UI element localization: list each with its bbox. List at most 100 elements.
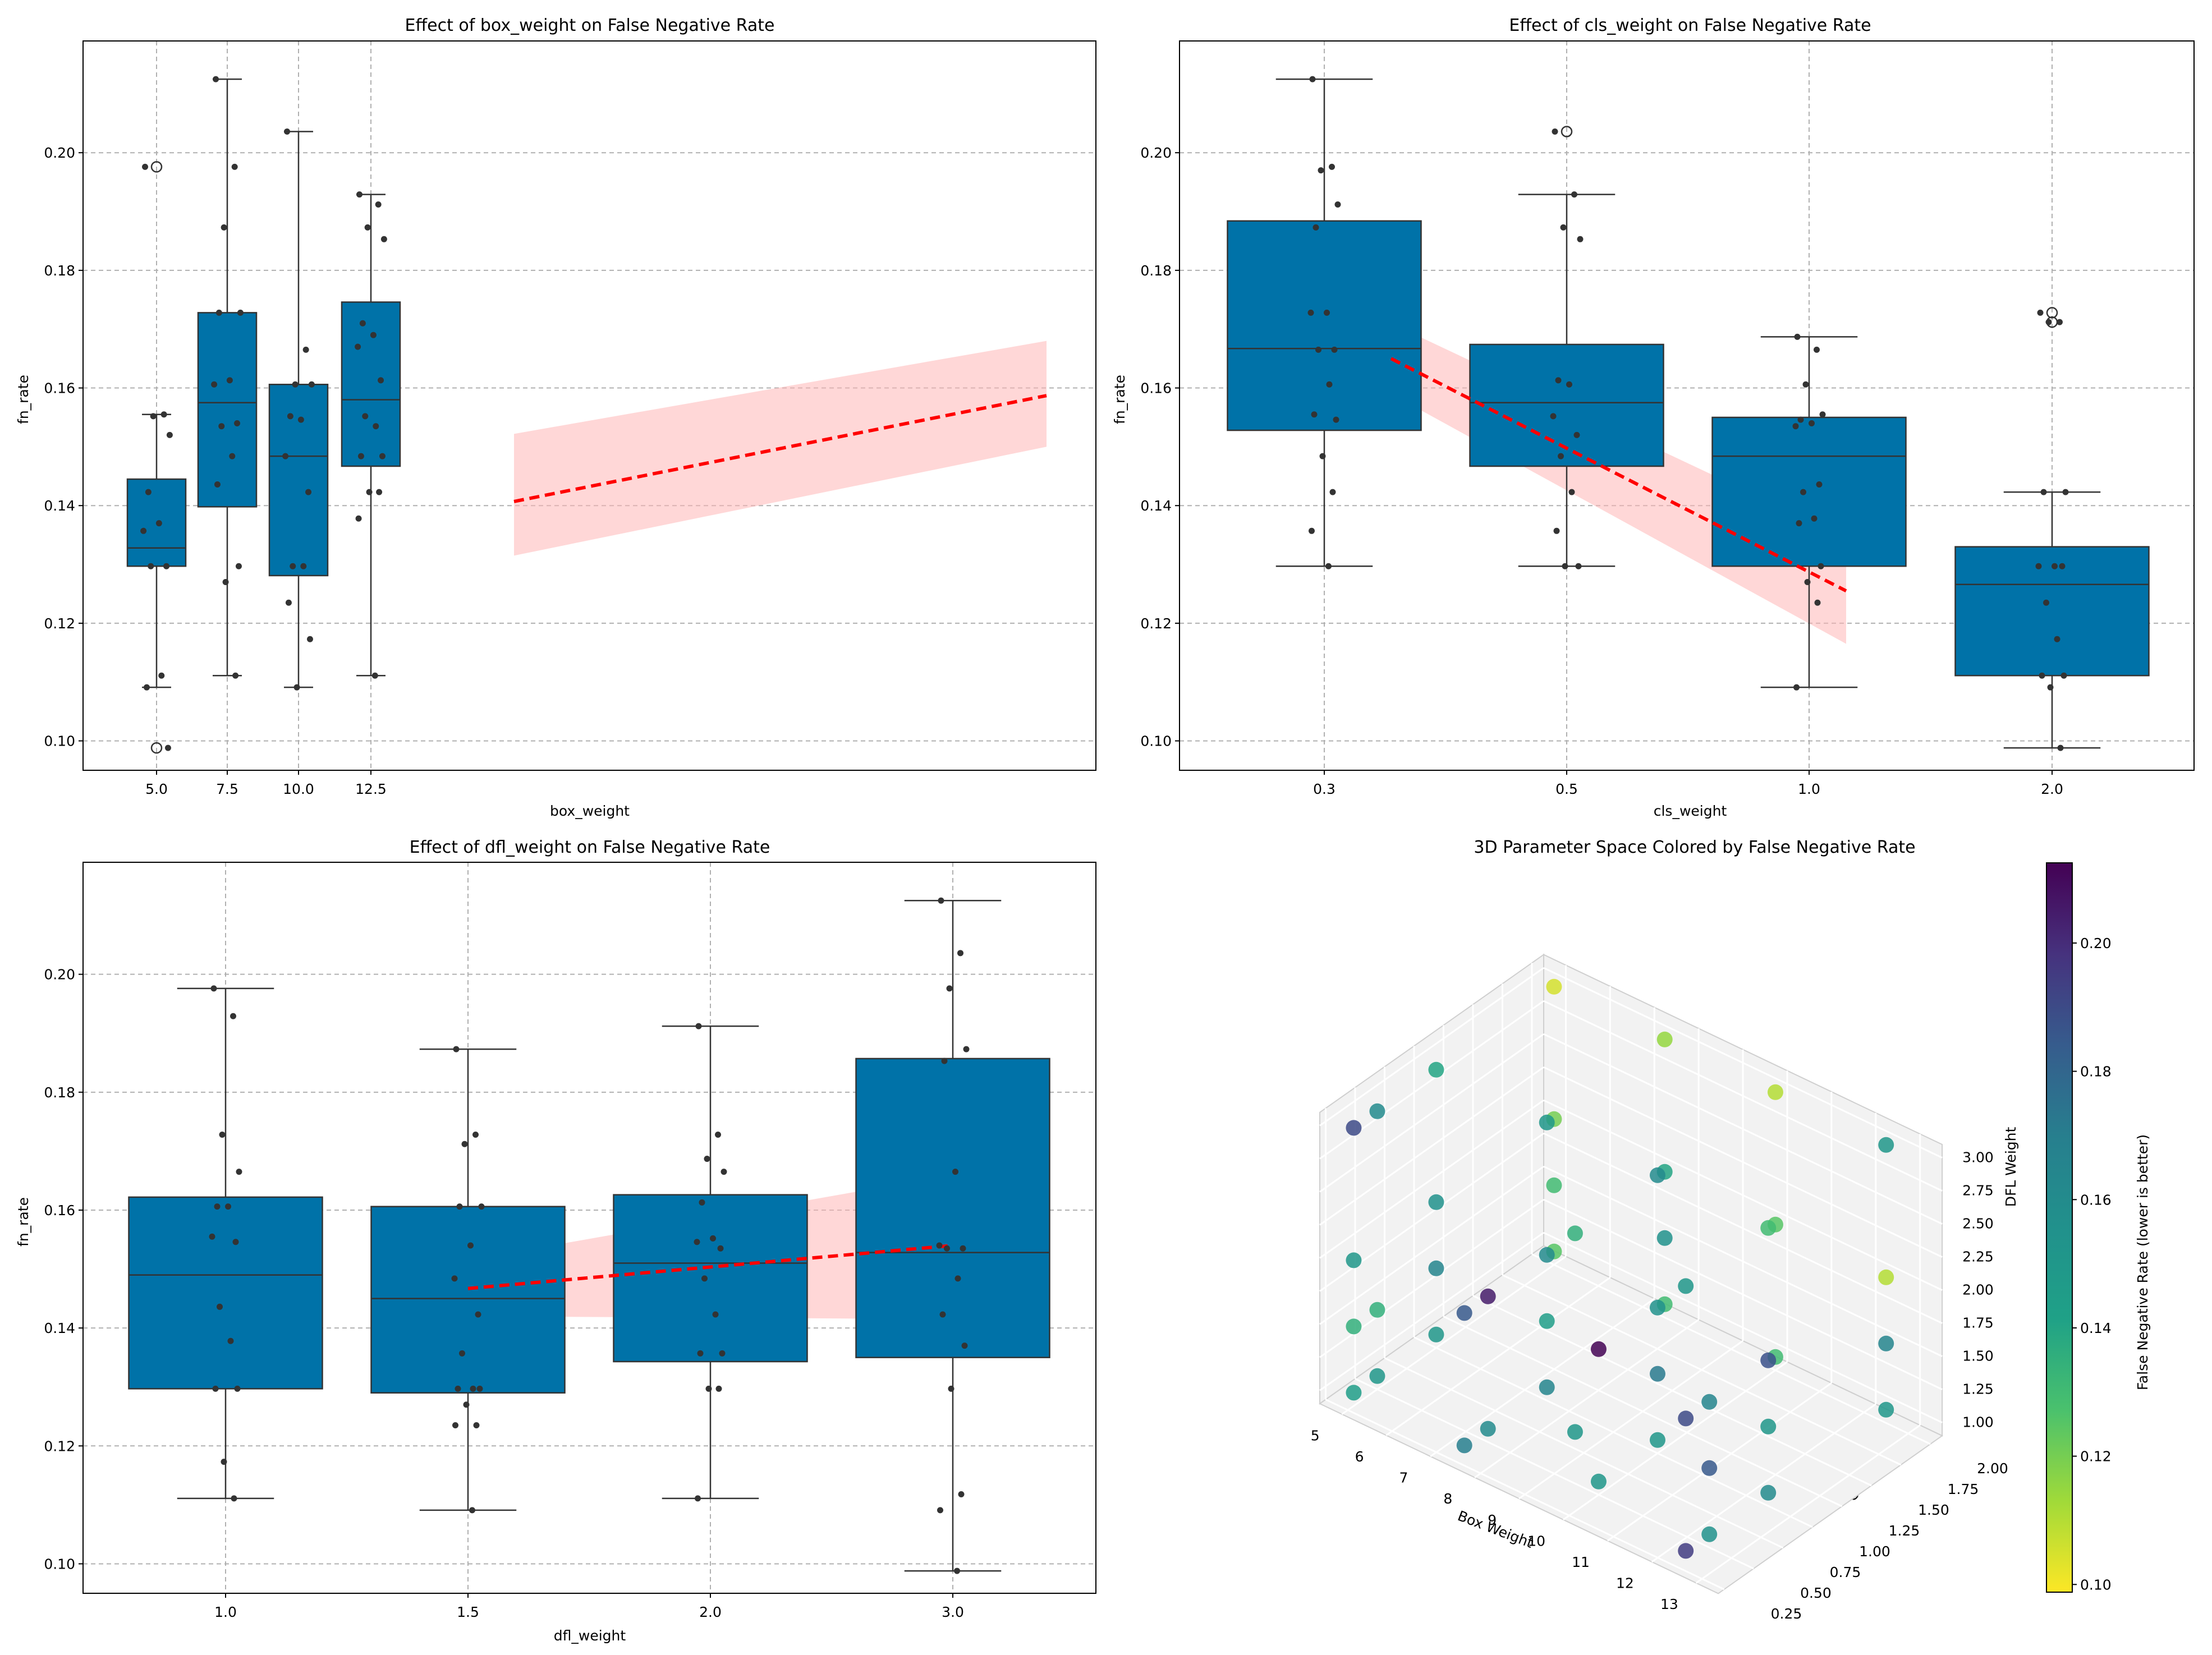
- data-point: [1577, 236, 1584, 242]
- scatter-point: [1428, 1061, 1444, 1078]
- data-point: [2043, 599, 2049, 606]
- y-tick-label: 0.12: [44, 615, 75, 632]
- data-point: [948, 1385, 954, 1392]
- data-point: [158, 672, 165, 679]
- data-point: [282, 453, 289, 459]
- data-point: [952, 1169, 958, 1175]
- cls-weight-xlabel: cls_weight: [1654, 803, 1727, 819]
- data-point: [375, 201, 382, 208]
- side-gridline: [1319, 1033, 1544, 1193]
- data-point: [306, 636, 313, 642]
- data-point: [1331, 346, 1338, 353]
- dfl-weight-tick-label: 1.00: [1962, 1414, 1994, 1431]
- box-iqr: [1469, 343, 1664, 467]
- class-weight-tick-label: 1.75: [1948, 1481, 1979, 1497]
- data-point: [694, 1239, 700, 1245]
- data-point: [1568, 489, 1575, 495]
- dfl-weight-ylabel: fn_rate: [15, 1197, 31, 1247]
- scatter-point: [1760, 1418, 1777, 1435]
- class-weight-tick-label: 2.00: [1977, 1460, 2008, 1477]
- data-point: [214, 481, 221, 488]
- back-gridline: [1543, 1066, 1943, 1258]
- y-tick-label: 0.14: [44, 498, 75, 514]
- scatter-point: [1678, 1543, 1694, 1559]
- box-weight-tick-label: 7: [1399, 1470, 1408, 1486]
- y-tick-label: 0.18: [1140, 263, 1172, 279]
- x-tick-label: 1.0: [214, 1604, 237, 1620]
- floor-gridline: [1341, 1256, 1567, 1415]
- data-point: [1802, 381, 1809, 388]
- class-weight-tick-label: 0.75: [1830, 1564, 1861, 1580]
- y-tick-label: 0.20: [1140, 145, 1172, 161]
- scatter-point: [1546, 978, 1562, 995]
- box-iqr: [1227, 220, 1422, 431]
- floor-gridline: [1472, 1295, 1872, 1487]
- data-point: [380, 236, 387, 242]
- data-point: [359, 320, 366, 327]
- data-point: [227, 1337, 234, 1344]
- data-point: [212, 1385, 219, 1392]
- scatter-point: [1649, 1432, 1665, 1448]
- data-point: [356, 191, 363, 198]
- data-point: [473, 1422, 480, 1429]
- dfl-weight-tick-label: 1.50: [1962, 1348, 1994, 1364]
- data-point: [699, 1199, 705, 1206]
- data-point: [357, 453, 364, 459]
- data-point: [2057, 744, 2064, 751]
- data-point: [166, 431, 173, 438]
- y-tick-label: 0.12: [1140, 615, 1172, 632]
- box-weight-tick-label: 12: [1616, 1575, 1634, 1592]
- scatter-point: [1428, 1326, 1444, 1343]
- dfl-weight-axis-label: DFL Weight: [2003, 1127, 2019, 1207]
- scatter-point: [1878, 1137, 1894, 1153]
- side-gridline: [1319, 1165, 1544, 1325]
- data-point: [456, 1203, 463, 1210]
- class-weight-tick-label: 1.50: [1918, 1502, 1949, 1518]
- box-iqr: [855, 1058, 1050, 1358]
- scatter-point: [1567, 1225, 1583, 1242]
- data-point: [695, 1023, 702, 1029]
- data-point: [142, 163, 149, 170]
- colorbar-tick-label: 0.20: [2080, 935, 2112, 951]
- data-point: [371, 672, 378, 679]
- data-point: [478, 1203, 485, 1210]
- floor-gridline: [1518, 1340, 1743, 1500]
- dfl-weight-tick-label: 2.75: [1962, 1183, 1994, 1199]
- data-point: [143, 684, 150, 691]
- data-point: [237, 309, 244, 316]
- parameter-space-title: 3D Parameter Space Colored by False Nega…: [1474, 838, 1915, 857]
- data-point: [1315, 346, 1321, 353]
- plot-frame: [82, 40, 1096, 771]
- x-tick-label: 7.5: [216, 781, 238, 797]
- data-point: [1571, 191, 1577, 198]
- dfl-weight-tick-label: 1.75: [1962, 1315, 1994, 1331]
- data-point: [236, 1169, 242, 1175]
- dfl-weight-tick-label: 2.00: [1962, 1282, 1994, 1298]
- box-iqr: [613, 1194, 808, 1363]
- data-point: [2037, 309, 2044, 316]
- data-point: [150, 413, 157, 420]
- regression-line: [1390, 357, 1847, 592]
- data-point: [463, 1401, 470, 1408]
- scatter-point: [1346, 1252, 1362, 1268]
- class-weight-tick-label: 1.00: [1859, 1543, 1890, 1560]
- x-tick-label: 0.3: [1313, 781, 1336, 797]
- side-gridline: [1319, 1231, 1544, 1391]
- data-point: [2047, 684, 2054, 691]
- box-weight-tick-label: 6: [1355, 1449, 1364, 1465]
- data-point: [1312, 224, 1319, 231]
- data-point: [954, 1567, 960, 1574]
- y-tick-label: 0.16: [44, 380, 75, 397]
- data-point: [145, 489, 152, 495]
- data-point: [219, 1131, 226, 1138]
- data-point: [2040, 489, 2047, 495]
- box-weight-tick-label: 11: [1572, 1554, 1590, 1570]
- data-point: [379, 453, 386, 459]
- scatter-point: [1590, 1473, 1607, 1490]
- data-point: [1793, 684, 1800, 691]
- data-point: [2060, 672, 2067, 679]
- dfl-weight-xlabel: dfl_weight: [554, 1628, 626, 1644]
- regression-line: [513, 394, 1047, 503]
- dfl-weight-plot-area: 0.10 0.12 0.14 0.16 0.18 0.20 1.0 1.5 2.0 3.0: [44, 862, 1096, 1620]
- scatter-point: [1539, 1114, 1555, 1130]
